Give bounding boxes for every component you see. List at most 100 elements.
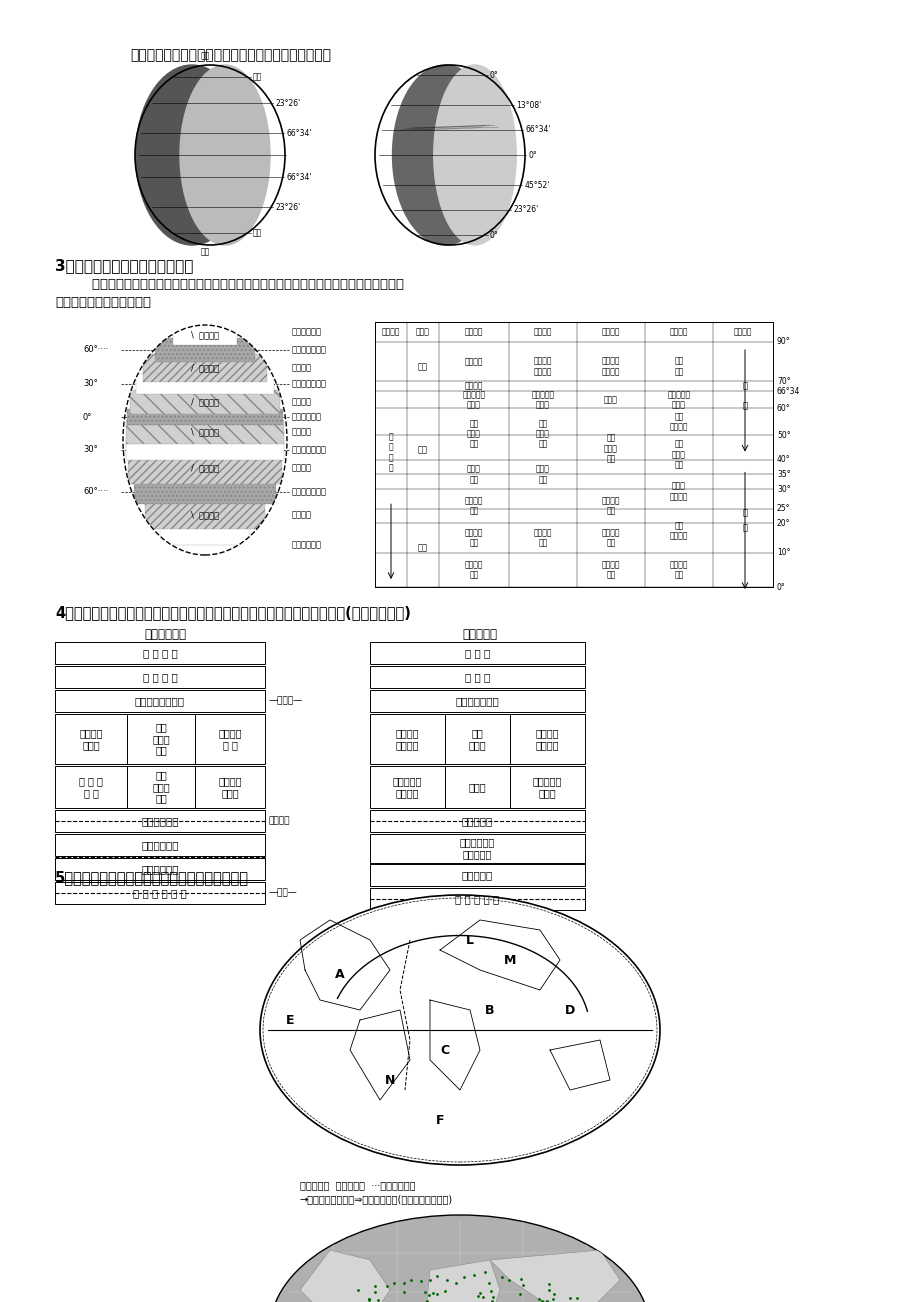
Bar (142, 354, 267, 381)
Text: 苔原气候: 苔原气候 (464, 381, 482, 391)
Text: 冰原气候
苔原气候: 冰原气候 苔原气候 (533, 357, 551, 376)
Text: 苔 原 气 候: 苔 原 气 候 (142, 672, 177, 682)
Text: 地 中 海
气 候: 地 中 海 气 候 (79, 776, 103, 798)
Bar (375, 322, 406, 342)
Text: 0°: 0° (528, 151, 537, 160)
Bar (369, 835, 584, 863)
Bar (369, 713, 445, 764)
Text: 风带相间分布。如图所示：: 风带相间分布。如图所示： (55, 296, 151, 309)
Text: 寒: 寒 (742, 381, 746, 391)
Text: 热 带 雨 林 气 候: 热 带 雨 林 气 候 (133, 888, 187, 898)
Text: 东北信风: 东北信风 (291, 427, 312, 436)
Bar (126, 440, 284, 460)
Text: 30°: 30° (777, 484, 789, 493)
Text: 极地高气压带: 极地高气压带 (291, 540, 322, 549)
Text: 温带落叶
阔叶林带: 温带落叶 阔叶林带 (535, 728, 559, 750)
Bar (445, 713, 509, 764)
Ellipse shape (433, 65, 516, 245)
Text: 温带落叶
阔叶林带: 温带落叶 阔叶林带 (395, 728, 419, 750)
Bar (173, 326, 237, 345)
Bar (369, 642, 584, 664)
Text: 大陆东部: 大陆东部 (669, 328, 687, 336)
Bar (55, 667, 265, 687)
Text: 20°: 20° (777, 518, 789, 527)
Text: 气压带、风带在全球分布规律为以赤道为轴南北对称分布，且高低压相间分布，气压带、: 气压带、风带在全球分布规律为以赤道为轴南北对称分布，且高低压相间分布，气压带、 (75, 279, 403, 292)
Bar (135, 374, 274, 395)
Text: 66°34': 66°34' (286, 172, 312, 181)
Text: 暖: 暖 (742, 509, 746, 518)
Bar (55, 810, 265, 832)
Text: 南极: 南极 (253, 73, 262, 82)
Text: 热带季风气候: 热带季风气候 (142, 865, 178, 874)
Text: M: M (504, 953, 516, 966)
Bar (195, 713, 265, 764)
Bar (55, 766, 127, 809)
Text: 5．全球板块和全球主要火山地震灾害带分布规律: 5．全球板块和全球主要火山地震灾害带分布规律 (55, 870, 249, 885)
Text: 30°: 30° (83, 379, 97, 388)
Text: F: F (436, 1113, 444, 1126)
Text: E: E (286, 1013, 294, 1026)
Text: 热带雨林
气候: 热带雨林 气候 (601, 560, 619, 579)
Text: 30°: 30° (83, 445, 97, 454)
Text: 寒带: 寒带 (417, 362, 427, 371)
Text: 温带: 温带 (417, 445, 427, 454)
Text: 温带
大陆性
气候: 温带 大陆性 气候 (536, 419, 550, 449)
Text: 热带雨林
气候: 热带雨林 气候 (464, 560, 482, 579)
Text: 极地东风: 极地东风 (291, 510, 312, 519)
Ellipse shape (136, 65, 248, 245)
Bar (375, 322, 772, 587)
Bar (712, 322, 772, 342)
Text: 大洋东侧: 大洋东侧 (464, 328, 482, 336)
Text: 冰原
苔原: 冰原 苔原 (674, 357, 683, 376)
Text: 东南信风: 东南信风 (291, 397, 312, 406)
Text: —北极圈—: —北极圈— (268, 697, 302, 706)
Ellipse shape (260, 894, 659, 1165)
Text: N: N (384, 1074, 395, 1086)
Text: 热带沙漠气候: 热带沙漠气候 (142, 816, 178, 825)
Text: 苔 原 带: 苔 原 带 (464, 672, 490, 682)
Text: 大陆西部: 大陆西部 (533, 328, 551, 336)
Bar (127, 409, 283, 424)
Text: ～生长边界  一消亡边界  ···未定板块边界: ～生长边界 一消亡边界 ···未定板块边界 (300, 1180, 415, 1190)
Bar (369, 865, 584, 885)
Text: 0°: 0° (489, 70, 498, 79)
Text: A: A (335, 969, 345, 982)
Text: 0°: 0° (489, 230, 498, 240)
Bar (644, 322, 712, 342)
Text: 亚寒带: 亚寒带 (604, 395, 618, 404)
Bar (130, 391, 279, 414)
Text: 热带雨林
气候: 热带雨林 气候 (669, 560, 687, 579)
Text: 极地高气压带: 极地高气压带 (291, 328, 322, 336)
Text: 冰 原 带: 冰 原 带 (464, 648, 490, 658)
Text: 66°34': 66°34' (286, 129, 312, 138)
Text: 温带
混凝带: 温带 混凝带 (468, 728, 486, 750)
Bar (509, 766, 584, 809)
Text: →板块边界受力方向⇒板块运动方向(以非洲板块为参照): →板块边界受力方向⇒板块运动方向(以非洲板块为参照) (300, 1194, 453, 1204)
Text: 温带季风
气 候: 温带季风 气 候 (218, 728, 242, 750)
Text: 递
减
方
向: 递 减 方 向 (388, 432, 393, 473)
Text: 亚寒带针叶
林气候: 亚寒带针叶 林气候 (531, 389, 554, 409)
Text: 副热带高气压带: 副热带高气压带 (291, 445, 326, 454)
Text: 热带草原
气候: 热带草原 气候 (601, 529, 619, 548)
Bar (126, 421, 284, 444)
Text: 66°34: 66°34 (777, 387, 800, 396)
Text: 热带
季风气候: 热带 季风气候 (669, 521, 687, 540)
Text: 23°26': 23°26' (275, 99, 301, 108)
Text: 盛行西风: 盛行西风 (291, 464, 312, 473)
Text: 亚寒带针叶
林气候: 亚寒带针叶 林气候 (666, 389, 690, 409)
Text: 温带
大陆性
气候: 温带 大陆性 气候 (604, 434, 618, 464)
Text: \  极地东风: \ 极地东风 (191, 510, 219, 519)
Bar (438, 322, 508, 342)
Text: 0°: 0° (777, 582, 785, 591)
Text: 40°: 40° (777, 456, 789, 464)
Text: 3．全球气压带、风带的分布规律: 3．全球气压带、风带的分布规律 (55, 258, 193, 273)
Text: C: C (440, 1043, 449, 1056)
Ellipse shape (180, 65, 269, 245)
Bar (155, 339, 255, 362)
Text: 66°34': 66°34' (525, 125, 550, 134)
Text: 热带季雨林带
热带草原带: 热带季雨林带 热带草原带 (460, 837, 494, 859)
Text: 0°: 0° (83, 413, 92, 422)
Text: D: D (564, 1004, 574, 1017)
Text: 热带沙漠
气候: 热带沙漠 气候 (464, 496, 482, 516)
Text: 草原带: 草原带 (468, 783, 486, 792)
